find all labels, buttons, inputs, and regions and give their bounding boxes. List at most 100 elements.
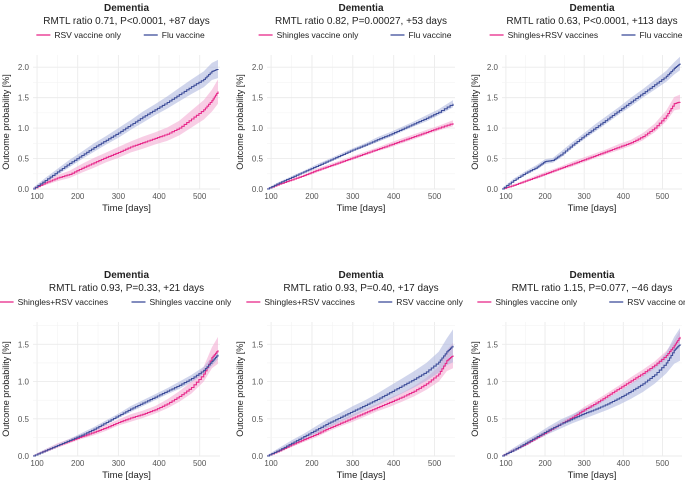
legend-label: Shingles+RSV vaccines — [264, 297, 354, 307]
confidence-band — [502, 94, 680, 189]
legend-item: RSV vaccine only — [36, 30, 122, 40]
series-line — [33, 68, 219, 190]
x-axis-label: Time [days] — [568, 203, 617, 214]
y-tick-label: 0.0 — [18, 452, 30, 461]
y-tick-label: 1.5 — [18, 340, 30, 349]
x-tick-label: 200 — [71, 192, 85, 201]
legend-label: RSV vaccine only — [54, 30, 121, 40]
x-tick-label: 200 — [305, 459, 319, 468]
x-tick-label: 400 — [152, 459, 166, 468]
x-axis-label: Time [days] — [337, 470, 386, 481]
legend-item: Flu vaccine — [143, 30, 205, 40]
confidence-band — [502, 328, 680, 456]
y-axis-label: Outcome probability [%] — [1, 74, 11, 170]
x-tick-label: 500 — [656, 192, 670, 201]
x-tick-label: 200 — [538, 459, 552, 468]
x-tick-label: 300 — [346, 192, 360, 201]
x-tick-label: 100 — [264, 192, 278, 201]
series-line — [33, 350, 219, 457]
legend-label: RSV vaccine only — [627, 297, 685, 307]
x-tick-label: 200 — [71, 459, 85, 468]
x-tick-label: 300 — [346, 459, 360, 468]
chart-subtitle: RMTL ratio 0.63, P<0.0001, +113 days — [506, 16, 677, 27]
legend-label: Shingles+RSV vaccines — [18, 297, 108, 307]
legend-label: Flu vaccine — [162, 30, 205, 40]
legend-item: Shingles+RSV vaccines — [246, 297, 355, 307]
series-line — [502, 63, 681, 190]
chart-title: Dementia — [569, 270, 614, 281]
legend-label: Flu vaccine — [409, 30, 452, 40]
y-tick-label: 1.5 — [487, 94, 499, 103]
grid — [502, 322, 682, 457]
chart-title: Dementia — [338, 3, 383, 14]
y-tick-label: 0.5 — [18, 155, 30, 164]
series-line — [267, 345, 454, 457]
y-tick-label: 1.5 — [487, 340, 499, 349]
y-tick-label: 0.5 — [18, 415, 30, 424]
y-tick-label: 1.5 — [18, 94, 30, 103]
confidence-band — [33, 336, 218, 456]
y-tick-label: 0.5 — [252, 155, 264, 164]
legend-label: Shingles vaccine only — [277, 30, 359, 40]
y-tick-label: 0.0 — [487, 452, 499, 461]
y-tick-label: 2.0 — [18, 63, 30, 72]
x-tick-label: 500 — [193, 459, 207, 468]
legend-item: RSV vaccine only — [609, 297, 685, 307]
panel-6: Dementia RMTL ratio 1.15, P=0.077, −46 da… — [470, 270, 685, 481]
y-axis-label: Outcome probability [%] — [470, 74, 480, 170]
x-tick-label: 500 — [193, 192, 207, 201]
panel-5: Dementia RMTL ratio 0.93, P=0.40, +17 day… — [235, 270, 464, 481]
y-tick-label: 0.0 — [18, 185, 30, 194]
chart-subtitle: RMTL ratio 0.93, P=0.40, +17 days — [283, 283, 438, 294]
x-tick-label: 300 — [112, 192, 126, 201]
legend-label: Shingles vaccine only — [150, 297, 232, 307]
y-tick-label: 2.0 — [487, 63, 499, 72]
panel-4: Dementia RMTL ratio 0.93, P=0.33, +21 day… — [0, 270, 232, 481]
y-tick-label: 0.0 — [487, 185, 499, 194]
x-tick-label: 200 — [538, 192, 552, 201]
legend-item: Shingles+RSV vaccines — [489, 30, 598, 40]
legend-label: Shingles+RSV vaccines — [508, 30, 598, 40]
x-tick-label: 400 — [617, 459, 631, 468]
x-tick-label: 400 — [152, 192, 166, 201]
panel-2: Dementia RMTL ratio 0.82, P=0.00027, +53 … — [235, 3, 455, 214]
x-tick-label: 100 — [30, 192, 44, 201]
x-tick-label: 100 — [499, 459, 513, 468]
legend-item: RSV vaccine only — [378, 297, 464, 307]
y-tick-label: 1.5 — [252, 340, 264, 349]
y-tick-label: 0.5 — [252, 415, 264, 424]
x-tick-label: 400 — [387, 459, 401, 468]
y-axis-label: Outcome probability [%] — [235, 341, 245, 437]
panel-1: Dementia RMTL ratio 0.71, P<0.0001, +87 d… — [1, 3, 220, 214]
confidence-band — [33, 350, 218, 456]
chart-title: Dementia — [104, 270, 149, 281]
legend-item: Shingles+RSV vaccines — [0, 297, 108, 307]
x-tick-label: 300 — [112, 459, 126, 468]
y-tick-label: 1.0 — [487, 124, 499, 133]
y-tick-label: 0.5 — [487, 415, 499, 424]
chart-title: Dementia — [338, 270, 383, 281]
legend-item: Shingles vaccine only — [258, 30, 359, 40]
x-tick-label: 300 — [577, 459, 591, 468]
y-tick-label: 1.0 — [252, 124, 264, 133]
x-axis-label: Time [days] — [337, 203, 386, 214]
y-tick-label: 0.5 — [487, 155, 499, 164]
y-tick-label: 1.0 — [18, 378, 30, 387]
x-tick-label: 200 — [305, 192, 319, 201]
x-tick-label: 500 — [428, 459, 442, 468]
y-tick-label: 0.0 — [252, 185, 264, 194]
series-line — [502, 344, 681, 457]
confidence-band — [267, 329, 453, 456]
y-tick-label: 1.0 — [252, 378, 264, 387]
y-axis-label: Outcome probability [%] — [235, 74, 245, 170]
x-tick-label: 400 — [387, 192, 401, 201]
grid — [502, 55, 682, 190]
chart-subtitle: RMTL ratio 0.71, P<0.0001, +87 days — [43, 16, 209, 27]
x-axis-label: Time [days] — [568, 470, 617, 481]
series-line — [267, 123, 454, 190]
confidence-band — [267, 100, 453, 189]
y-tick-label: 1.5 — [252, 94, 264, 103]
chart-title: Dementia — [104, 3, 149, 14]
y-axis-label: Outcome probability [%] — [1, 341, 11, 437]
